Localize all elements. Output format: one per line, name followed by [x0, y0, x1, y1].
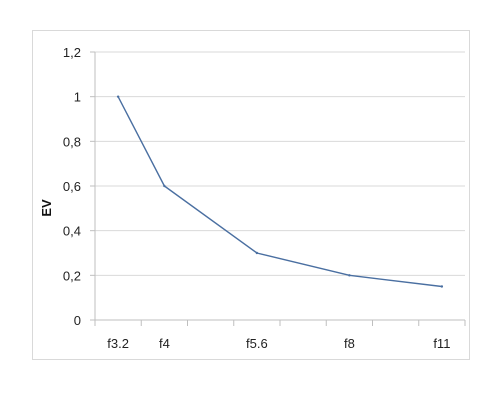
y-tick-label: 0: [74, 313, 81, 328]
x-tick-label: f8: [344, 336, 355, 351]
y-axis-title: EV: [39, 199, 54, 217]
y-tick-label: 0,6: [63, 179, 81, 194]
chart-area: [32, 30, 470, 360]
x-tick-label: f5.6: [246, 336, 268, 351]
x-tick-label: f4: [159, 336, 170, 351]
data-point-f8: [348, 274, 351, 277]
y-tick-label: 1,2: [63, 45, 81, 60]
y-tick-label: 0,8: [63, 134, 81, 149]
y-tick-labels: 0 0,2 0,4 0,6 0,8 1 1,2: [63, 45, 81, 328]
x-tick-label: f3.2: [107, 336, 129, 351]
data-point-f4: [163, 184, 166, 188]
x-tick-labels: f3.2 f4 f5.6 f8 f11: [107, 336, 450, 351]
y-tick-label: 1: [74, 90, 81, 105]
data-point-f11: [440, 285, 444, 288]
y-tick-label: 0,2: [63, 268, 81, 283]
series: [116, 95, 444, 288]
data-point-f3-2: [116, 95, 120, 98]
data-point-f5-6: [255, 251, 259, 255]
series-line: [117, 96, 442, 288]
gridlines: [95, 51, 465, 276]
x-tick-label: f11: [433, 336, 450, 351]
y-tick-label: 0,4: [63, 224, 81, 239]
axes: [90, 51, 466, 326]
